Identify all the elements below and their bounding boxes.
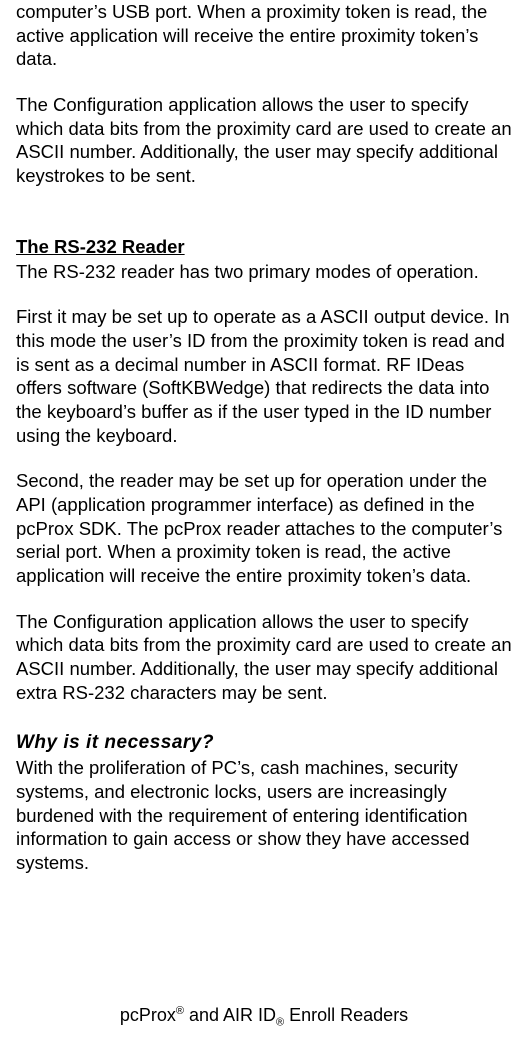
registered-mark-icon: ® [276,1017,284,1029]
why-heading: Why is it necessary? [16,732,512,754]
registered-mark-icon: ® [176,1005,184,1017]
page-footer: pcProx® and AIR ID® Enroll Readers [0,1005,528,1029]
intro-paragraph-2: The Configuration application allows the… [16,93,512,188]
why-paragraph-1: With the proliferation of PC’s, cash mac… [16,756,512,874]
rs232-paragraph-4: The Configuration application allows the… [16,610,512,705]
footer-text-3: Enroll Readers [284,1005,408,1025]
footer-text-1: pcProx [120,1005,176,1025]
intro-paragraph-1: computer’s USB port. When a proximity to… [16,0,512,71]
footer-text-2: and AIR ID [184,1005,276,1025]
rs232-heading: The RS-232 Reader [16,236,512,258]
rs232-paragraph-1: The RS-232 reader has two primary modes … [16,260,512,284]
rs232-paragraph-2: First it may be set up to operate as a A… [16,305,512,447]
rs232-paragraph-3: Second, the reader may be set up for ope… [16,469,512,587]
document-body: computer’s USB port. When a proximity to… [16,0,512,875]
